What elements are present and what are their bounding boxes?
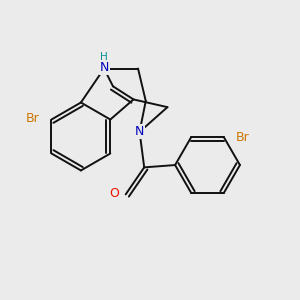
Text: O: O <box>109 187 119 200</box>
Text: N: N <box>99 61 109 74</box>
Text: Br: Br <box>26 112 40 125</box>
Text: H: H <box>100 52 108 62</box>
Text: Br: Br <box>235 131 249 144</box>
Text: N: N <box>135 125 144 138</box>
